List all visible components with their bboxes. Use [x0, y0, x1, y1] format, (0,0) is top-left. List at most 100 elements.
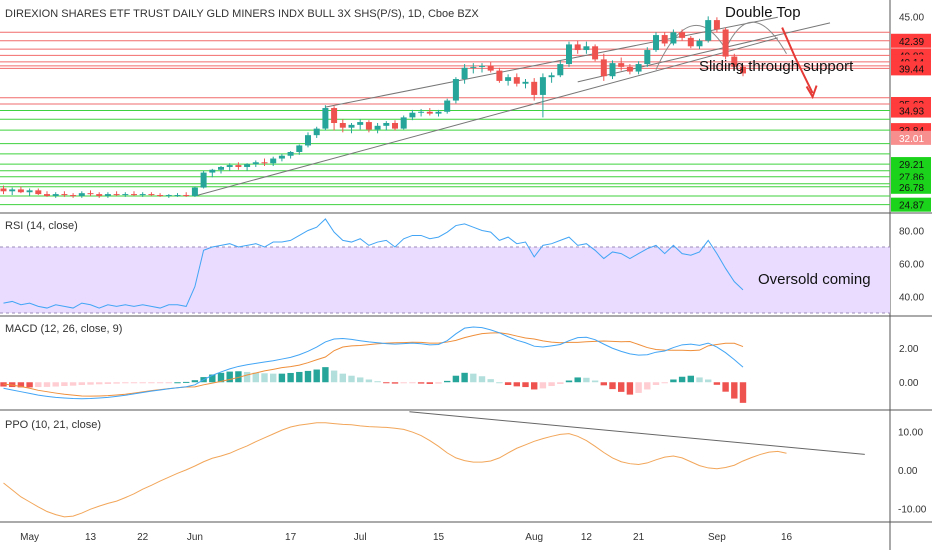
price-tick-label: 45.00	[899, 12, 924, 23]
macd-histogram-bar	[583, 377, 590, 383]
candle-body	[104, 194, 111, 196]
x-tick-label: 16	[781, 532, 793, 543]
ppo-tick-label: 0.00	[898, 466, 918, 477]
candle-body	[392, 123, 398, 129]
candle-body	[61, 194, 68, 196]
candle-body	[26, 190, 33, 193]
lower-trendline	[194, 37, 778, 197]
macd-histogram-bar	[17, 382, 25, 388]
candle-body	[400, 117, 407, 129]
macd-histogram-bar	[565, 380, 573, 383]
macd-histogram-bar	[713, 382, 721, 385]
macd-title: MACD (12, 26, close, 9)	[5, 323, 122, 335]
x-tick-label: Sep	[708, 532, 726, 543]
candle-body	[505, 77, 512, 81]
price-level-badge	[891, 61, 931, 76]
candle-body	[687, 37, 694, 47]
chart-title: DIREXION SHARES ETF TRUST DAILY GLD MINE…	[5, 8, 479, 20]
macd-histogram-bar	[670, 379, 677, 383]
candle-body	[157, 195, 164, 197]
macd-histogram-bar	[26, 382, 33, 388]
macd-histogram-bar	[391, 382, 399, 384]
macd-histogram-bar	[104, 382, 112, 384]
macd-histogram-bar	[226, 371, 233, 383]
x-tick-label: 21	[633, 532, 645, 543]
candle-body	[174, 195, 181, 197]
candle-body	[96, 194, 103, 196]
candle-body	[270, 158, 277, 164]
breakdown-arrow	[781, 27, 814, 94]
macd-histogram-bar	[513, 382, 520, 387]
macd-histogram-bar	[130, 382, 138, 384]
macd-histogram-bar	[444, 380, 451, 383]
candle-body	[78, 193, 85, 196]
macd-histogram-bar	[270, 373, 277, 383]
macd-histogram-bar	[374, 381, 381, 383]
candle-body	[244, 164, 251, 167]
candle-body	[513, 77, 520, 84]
candle-body	[661, 35, 668, 44]
candle-body	[679, 32, 686, 38]
candle-body	[296, 145, 303, 152]
candle-body	[148, 194, 155, 196]
macd-histogram-bar	[591, 380, 599, 383]
price-level-badge	[891, 103, 931, 118]
price-level-badge	[891, 157, 931, 172]
x-tick-label: 17	[285, 532, 297, 543]
macd-histogram-bar	[609, 382, 616, 390]
macd-histogram-bar	[217, 372, 225, 383]
macd-histogram-bar	[69, 382, 77, 386]
candle-body	[348, 124, 355, 128]
macd-histogram-bar	[652, 382, 660, 385]
oversold-annotation: Oversold coming	[758, 271, 871, 288]
price-tick-label: 42.39	[899, 37, 924, 48]
ppo-tick-label: 10.00	[898, 427, 923, 438]
candle-body	[52, 194, 59, 196]
macd-histogram-bar	[678, 376, 686, 383]
rsi-line	[3, 218, 744, 309]
x-tick-label: 22	[137, 532, 149, 543]
price-tick-label: 27.86	[899, 173, 924, 184]
macd-histogram-bar	[313, 369, 320, 383]
double-top-annotation: Double Top	[725, 4, 801, 21]
macd-histogram-bar	[278, 373, 286, 383]
candle-body	[670, 32, 677, 44]
candle-body	[165, 195, 172, 197]
macd-histogram-bar	[9, 382, 16, 388]
candle-body	[87, 193, 94, 195]
candle-body	[131, 194, 137, 196]
macd-histogram-bar	[722, 382, 729, 392]
macd-histogram-bar	[739, 382, 747, 403]
macd-histogram-bar	[87, 382, 94, 385]
candle-body	[278, 155, 285, 159]
candle-body	[252, 162, 259, 165]
macd-histogram-bar	[661, 382, 668, 384]
candle-body	[470, 66, 477, 68]
macd-histogram-bar	[504, 382, 512, 385]
price-level-badge	[891, 130, 931, 145]
macd-histogram-bar	[383, 382, 390, 384]
macd-histogram-bar	[113, 382, 120, 384]
macd-histogram-bar	[252, 372, 259, 383]
macd-histogram-bar	[539, 382, 547, 389]
macd-histogram-bar	[705, 379, 712, 383]
candle-body	[339, 123, 346, 128]
rsi-tick-label: 80.00	[899, 227, 924, 238]
macd-histogram-bar	[43, 382, 51, 387]
candle-body	[592, 46, 599, 60]
candle-body	[609, 63, 616, 77]
macd-histogram-bar	[183, 381, 190, 383]
macd-histogram-bar	[426, 382, 433, 384]
candle-body	[374, 125, 381, 130]
candle-body	[235, 165, 242, 167]
candle-body	[531, 81, 538, 95]
x-tick-label: Jun	[187, 532, 203, 543]
candle-body	[35, 190, 42, 195]
macd-histogram-bar	[522, 382, 529, 388]
macd-histogram-bar	[235, 371, 242, 383]
macd-histogram-bar	[487, 379, 494, 383]
candle-body	[557, 64, 564, 76]
